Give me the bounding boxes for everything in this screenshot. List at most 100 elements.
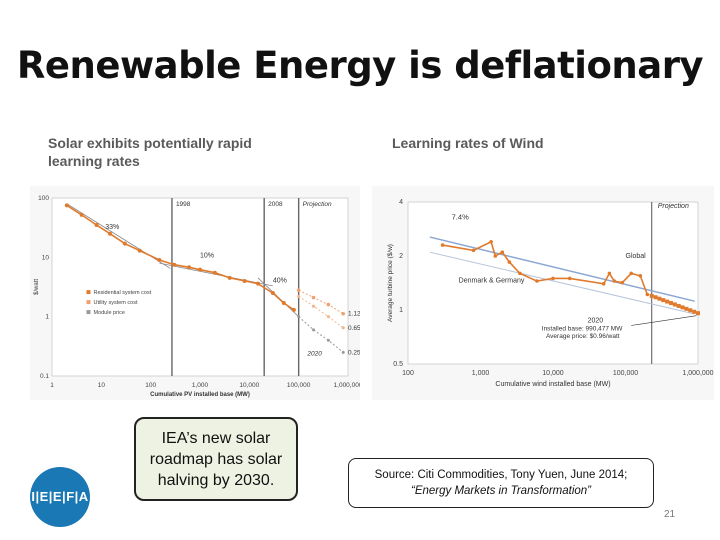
wind-projection-point <box>672 302 677 307</box>
wind-data-point <box>535 279 539 283</box>
wind-data-point <box>500 250 505 254</box>
wind-data-point <box>518 271 522 276</box>
solar-y-tick-label: 10 <box>42 254 50 261</box>
solar-data-point <box>227 275 232 280</box>
solar-y-tick-label: 0.1 <box>40 373 49 380</box>
wind-projection-point <box>653 295 658 300</box>
wind-y-tick-label: 1 <box>399 307 403 314</box>
wind-data-point <box>507 260 512 264</box>
wind-x-tick-label: 100 <box>402 370 414 377</box>
wind-global-label: Global <box>626 253 647 260</box>
wind-average-price-label: Average price: $0.96/watt <box>546 333 620 340</box>
callout-line: IEA’s new solar <box>161 430 271 447</box>
wind-regional-label: Denmark & Germany <box>459 278 525 285</box>
solar-y-axis-label: $/watt <box>34 279 40 295</box>
wind-projection-point <box>696 311 700 316</box>
wind-data-point <box>440 243 445 247</box>
solar-data-point <box>291 307 296 312</box>
ieefa-logo: I|E|E|F|A <box>30 467 90 527</box>
solar-series-line <box>298 295 344 329</box>
logo-text: I|E|E|F|A <box>31 489 89 504</box>
wind-projection-point <box>649 293 654 298</box>
solar-data-point <box>311 304 316 308</box>
wind-data-point <box>471 248 476 253</box>
wind-data-point <box>620 280 624 285</box>
wind-y-tick-label: 4 <box>399 199 403 206</box>
solar-x-tick-label: 10,000 <box>239 382 259 389</box>
wind-projection-point <box>676 303 681 308</box>
wind-x-tick-label: 1,000,000 <box>682 370 713 377</box>
solar-data-point <box>187 265 192 270</box>
solar-value-label: 0.25 <box>348 349 360 356</box>
solar-data-point <box>157 258 162 263</box>
solar-x-tick-label: 1,000 <box>192 382 209 389</box>
solar-chart-panel: 1 10 100 1,000 10,000 100,000 1,000,000 0.1 1 10 1… <box>30 186 363 400</box>
iea-callout-box: IEA’s new solar roadmap has solar halvin… <box>134 417 298 501</box>
solar-value-label: 1.12 <box>348 311 360 318</box>
solar-data-point <box>108 231 113 236</box>
solar-subtitle-line2: learning rates <box>48 153 140 169</box>
solar-data-point <box>281 300 286 305</box>
wind-projection-point <box>684 306 689 311</box>
solar-subtitle-line1: Solar exhibits potentially rapid <box>48 135 252 151</box>
wind-chart-panel: 100 1,000 10,000 100,000 1,000,000 0.5 1 2 4 Cumu… <box>372 186 714 400</box>
solar-data-point <box>198 267 202 272</box>
solar-legend-label: Residential system cost <box>93 290 151 296</box>
wind-rate-label: 7.4% <box>452 212 469 221</box>
solar-data-point <box>212 270 217 275</box>
solar-data-point <box>242 278 247 283</box>
solar-x-tick-label: 1,000,000 <box>334 382 360 389</box>
solar-data-point <box>297 315 301 319</box>
solar-data-point <box>326 315 330 319</box>
wind-x-axis-label: Cumulative wind installed base (MW) <box>495 381 610 388</box>
solar-vertical-marker-label: 2008 <box>268 201 283 208</box>
solar-y-tick-label: 1 <box>45 314 49 321</box>
solar-data-point <box>172 262 177 267</box>
wind-installed-base-label: Installed base: 990,477 MW <box>542 325 623 332</box>
wind-regional-trend-line <box>429 251 695 315</box>
wind-chart-subtitle: Learning rates of Wind <box>392 135 544 151</box>
wind-y-axis-label: Average turbine price ($/w) <box>387 244 394 322</box>
page-number: 21 <box>664 509 676 520</box>
solar-legend-label: Utility system cost <box>93 300 137 306</box>
source-line1: Source: Citi Commodities, Tony Yuen, Jun… <box>374 469 628 481</box>
solar-legend-swatch <box>86 300 91 305</box>
solar-x-axis-label: Cumulative PV installed base (MW) <box>150 392 250 398</box>
wind-data-point <box>489 239 493 244</box>
solar-data-point <box>270 291 275 296</box>
callout-line: roadmap has solar <box>149 451 283 468</box>
slide-title: Renewable Energy is deflationary <box>16 44 704 87</box>
wind-projection-point <box>692 309 697 314</box>
solar-data-point <box>64 203 69 208</box>
solar-data-point <box>79 212 84 217</box>
wind-data-point <box>612 279 617 283</box>
source-line2: “Energy Markets in Transformation” <box>410 485 591 497</box>
wind-learning-chart: 100 1,000 10,000 100,000 1,000,000 0.5 1 2 4 Cumu… <box>387 199 714 388</box>
callout-line: halving by 2030. <box>157 472 275 489</box>
solar-data-point <box>326 302 331 307</box>
wind-plot-area <box>407 201 699 365</box>
solar-rate-label-40: 40% <box>273 277 287 284</box>
wind-y-tick-label: 0.5 <box>393 361 403 368</box>
solar-data-point <box>297 294 301 298</box>
solar-data-point <box>326 338 330 342</box>
source-box: Source: Citi Commodities, Tony Yuen, Jun… <box>348 458 654 508</box>
solar-x-tick-label: 100 <box>145 382 156 389</box>
wind-projection-point <box>680 305 685 310</box>
solar-data-point <box>137 248 142 253</box>
wind-x-tick-label: 10,000 <box>542 370 564 377</box>
solar-rate-label-33: 33% <box>105 224 119 231</box>
wind-data-point <box>601 281 606 286</box>
solar-data-point <box>312 328 316 332</box>
solar-learning-chart: 1 10 100 1,000 10,000 100,000 1,000,0000.11101… <box>34 195 363 398</box>
solar-chart-subtitle: Solar exhibits potentially rapid learnin… <box>48 134 252 170</box>
wind-x-tick-label: 1,000 <box>472 370 490 377</box>
solar-x-tick-label: 100,000 <box>287 382 311 389</box>
solar-data-point <box>341 350 345 354</box>
wind-vertical-marker-label: Projection <box>658 203 689 210</box>
solar-x-tick-label: 1 <box>50 382 54 389</box>
solar-vertical-marker-label: Projection <box>303 201 332 208</box>
solar-vertical-marker-label: 1998 <box>176 201 191 208</box>
solar-2020-label: 2020 <box>306 351 322 358</box>
wind-projection-point <box>661 298 666 303</box>
